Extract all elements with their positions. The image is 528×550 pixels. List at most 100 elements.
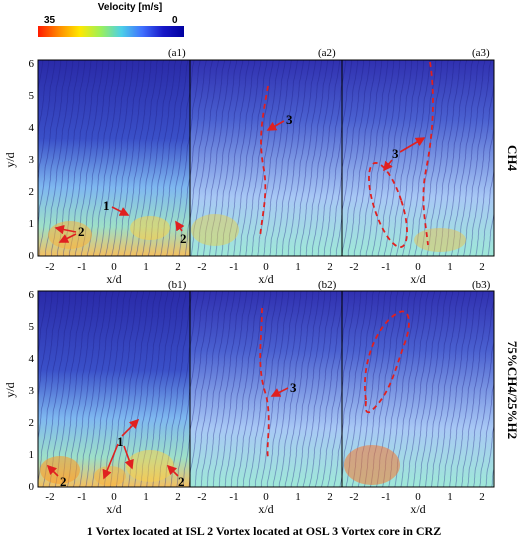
- annotations-a2: 3: [259, 85, 293, 239]
- ytick-bottom-6: 6: [29, 289, 35, 301]
- xtick-a1-m1: -1: [77, 261, 86, 273]
- xtick-b2-m2: -2: [197, 491, 206, 503]
- figure: (a1) (a2) (a3) (b1) (b2) (b3) y/d y/d 0 …: [3, 47, 520, 516]
- row-label-top: CH4: [505, 145, 520, 172]
- arrow-1-a1: [111, 206, 130, 216]
- label-2-a1-right: 2: [180, 231, 187, 246]
- caption: 1 Vortex located at ISL 2 Vortex located…: [86, 524, 442, 538]
- xtick-b1-m2: -2: [45, 491, 54, 503]
- panel-label-a1: (a1): [168, 47, 186, 59]
- ytick-top-6: 6: [29, 58, 35, 70]
- panel-a1: [37, 59, 191, 257]
- colorbar-max-label: 0: [172, 15, 178, 26]
- xtick-a1-0: 0: [111, 261, 117, 273]
- annotations-a1: 1 2 2: [54, 198, 187, 246]
- row-label-bottom: 75%CH4/25%H2: [505, 341, 520, 439]
- ytick-top-5: 5: [29, 90, 35, 102]
- xtick-b2-2: 2: [327, 491, 333, 503]
- label-3-a2: 3: [286, 112, 293, 127]
- panel-label-a2: (a2): [318, 47, 336, 59]
- panel-a2: [189, 59, 343, 257]
- ytick-bottom-2: 2: [29, 417, 35, 429]
- xtick-a2-2: 2: [327, 261, 333, 273]
- xtick-b3-m2: -2: [349, 491, 358, 503]
- xtick-a3-m2: -2: [349, 261, 358, 273]
- ytick-bottom-3: 3: [29, 385, 35, 397]
- xtick-a1-m2: -2: [45, 261, 54, 273]
- x-axis-label-a2: x/d: [258, 272, 273, 286]
- xtick-b3-0: 0: [415, 491, 421, 503]
- annotations-b2: 3: [259, 307, 297, 459]
- xtick-a2-1: 1: [295, 261, 301, 273]
- panel-b2: [189, 290, 343, 488]
- panel-label-b2: (b2): [318, 279, 337, 291]
- xtick-b3-1: 1: [447, 491, 453, 503]
- x-ticks-row-a: -2 -1 0 1 2 -2 -1 0 1 2 -2 -1 0 1 2: [45, 261, 484, 273]
- arrow-2b-a1: [58, 233, 77, 243]
- label-3-b2: 3: [290, 380, 297, 395]
- dashed-line-a2: [259, 85, 269, 239]
- colorbar-min-label: 35: [44, 15, 56, 26]
- ytick-bottom-0: 0: [29, 481, 35, 493]
- label-1-a1: 1: [103, 198, 110, 213]
- panel-b1: [37, 290, 191, 488]
- xtick-a1-1: 1: [143, 261, 149, 273]
- label-2-b1-right: 2: [178, 474, 185, 489]
- arrow-3b-a3: [383, 159, 393, 172]
- x-axis-label-b3: x/d: [410, 502, 425, 516]
- xtick-a3-1: 1: [447, 261, 453, 273]
- xtick-a2-m2: -2: [197, 261, 206, 273]
- xtick-a2-0: 0: [263, 261, 269, 273]
- x-axis-label-b1: x/d: [106, 502, 121, 516]
- dashed-line-a3: [422, 61, 434, 246]
- xtick-b2-1: 1: [295, 491, 301, 503]
- ytick-top-1: 1: [29, 218, 35, 230]
- arrow-3a-a3: [399, 137, 426, 153]
- arrow-1c-b1: [123, 445, 134, 470]
- x-axis-label-a3: x/d: [410, 272, 425, 286]
- y-axis-label-bottom: y/d: [3, 382, 17, 397]
- label-3-a3: 3: [392, 146, 399, 161]
- panel-a3: [341, 59, 495, 257]
- xtick-b1-1: 1: [143, 491, 149, 503]
- x-axis-label-b2: x/d: [258, 502, 273, 516]
- xtick-b1-0: 0: [111, 491, 117, 503]
- x-ticks-row-b: -2 -1 0 1 2 -2 -1 0 1 2 -2 -1 0 1 2: [45, 491, 484, 503]
- dashed-outline-b3: [364, 310, 410, 414]
- xtick-a2-m1: -1: [229, 261, 238, 273]
- ytick-top-4: 4: [29, 122, 35, 134]
- ytick-top-0: 0: [29, 250, 35, 262]
- x-axis-label-a1: x/d: [106, 272, 121, 286]
- arrow-2a-b1: [46, 464, 59, 477]
- ytick-top-2: 2: [29, 186, 35, 198]
- arrow-1b-b1: [102, 443, 119, 480]
- panel-b3: [341, 290, 495, 488]
- xtick-b1-2: 2: [175, 491, 181, 503]
- arrow-3-b2: [270, 387, 289, 397]
- label-2-b1-left: 2: [60, 474, 67, 489]
- xtick-a3-2: 2: [479, 261, 485, 273]
- xtick-b2-0: 0: [263, 491, 269, 503]
- ytick-bottom-5: 5: [29, 321, 35, 333]
- xtick-a1-2: 2: [175, 261, 181, 273]
- xtick-a3-m1: -1: [381, 261, 390, 273]
- xtick-b2-m1: -1: [229, 491, 238, 503]
- xtick-b3-2: 2: [479, 491, 485, 503]
- arrow-2a-a1: [54, 224, 77, 235]
- arrow-2c-a1: [175, 220, 185, 232]
- annotations-b3: [364, 310, 410, 414]
- label-1-b1: 1: [117, 434, 124, 449]
- panel-label-b3: (b3): [472, 279, 491, 291]
- dashed-ellipse-a3: [368, 162, 408, 248]
- ytick-bottom-4: 4: [29, 353, 35, 365]
- annotations-b1: 1 2 2: [46, 418, 185, 489]
- ytick-top-3: 3: [29, 154, 35, 166]
- xtick-a3-0: 0: [415, 261, 421, 273]
- y-axis-label-top: y/d: [3, 152, 17, 167]
- arrow-1a-b1: [121, 418, 140, 437]
- arrow-2b-b1: [166, 464, 179, 477]
- xtick-b3-m1: -1: [381, 491, 390, 503]
- y-ticks-top: 0 1 2 3 4 5 6: [29, 58, 35, 262]
- panel-label-b1: (b1): [168, 279, 187, 291]
- label-2-a1-left: 2: [78, 224, 85, 239]
